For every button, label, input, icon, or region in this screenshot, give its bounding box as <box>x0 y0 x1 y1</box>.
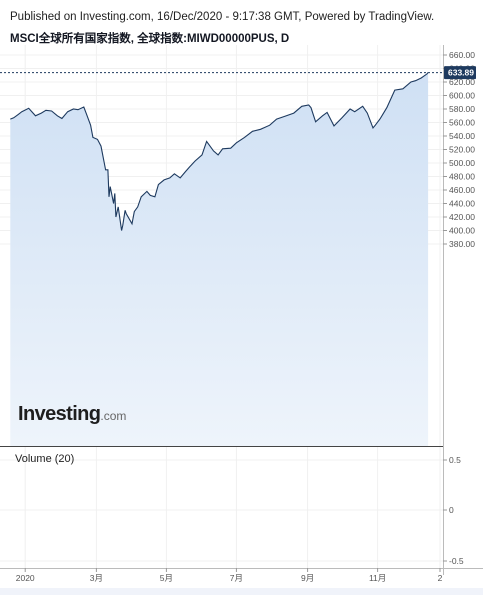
y-tick-label: 580.00 <box>449 104 475 114</box>
last-price-label: 633.89 <box>444 66 476 80</box>
last-price-label-bg <box>444 66 476 80</box>
x-tick-label: 3月 <box>90 573 103 583</box>
y-tick-label: 520.00 <box>449 145 475 155</box>
y-tick-label: 540.00 <box>449 131 475 141</box>
volume-tick-label: 0 <box>449 505 454 515</box>
volume-tick-label: 0.5 <box>449 455 461 465</box>
y-tick-label: 500.00 <box>449 158 475 168</box>
y-tick-label: 420.00 <box>449 212 475 222</box>
x-tick-label: 9月 <box>301 573 314 583</box>
x-tick-label: 2020 <box>16 573 35 583</box>
price-area <box>10 72 429 446</box>
y-tick-label: 480.00 <box>449 172 475 182</box>
y-tick-label: 400.00 <box>449 226 475 236</box>
investing-logo: Investing.com <box>18 404 126 424</box>
chart-title: MSCI全球所有国家指数, 全球指数:MIWD00000PUS, D <box>10 33 290 45</box>
y-tick-label: 660.00 <box>449 50 475 60</box>
y-tick-label: 440.00 <box>449 199 475 209</box>
last-price-label-text: 633.89 <box>448 68 474 78</box>
logo-domain: .com <box>100 409 127 423</box>
y-tick-label: 600.00 <box>449 91 475 101</box>
volume-tick-label: -0.5 <box>449 556 464 566</box>
y-tick-label: 460.00 <box>449 185 475 195</box>
x-tick-label: 11月 <box>369 573 386 583</box>
volume-axis: 0.5 0 -0.5 <box>443 455 464 566</box>
x-tick-label: 2 <box>438 573 443 583</box>
x-tick-label: 7月 <box>230 573 243 583</box>
published-info: Published on Investing.com, 16/Dec/2020 … <box>10 11 435 23</box>
price-line <box>10 72 429 231</box>
y-axis: 660.00640.00620.00600.00580.00560.00540.… <box>443 50 475 249</box>
x-tick-label: 5月 <box>160 573 173 583</box>
x-axis: 2020 3月 5月 7月 9月 11月 2 <box>16 568 443 583</box>
y-tick-label: 380.00 <box>449 239 475 249</box>
y-tick-label: 620.00 <box>449 77 475 87</box>
volume-label: Volume (20) <box>15 453 75 465</box>
y-tick-label: 560.00 <box>449 118 475 128</box>
bottom-strip <box>0 588 483 595</box>
logo-brand: Investing <box>18 403 101 425</box>
